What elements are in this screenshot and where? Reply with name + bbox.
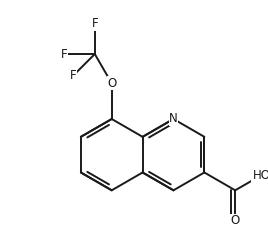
Text: F: F bbox=[61, 48, 68, 60]
Text: F: F bbox=[70, 69, 77, 82]
Text: N: N bbox=[169, 113, 178, 125]
Text: O: O bbox=[230, 214, 240, 227]
Text: HO: HO bbox=[252, 169, 268, 182]
Text: O: O bbox=[107, 77, 116, 90]
Text: F: F bbox=[91, 17, 98, 30]
